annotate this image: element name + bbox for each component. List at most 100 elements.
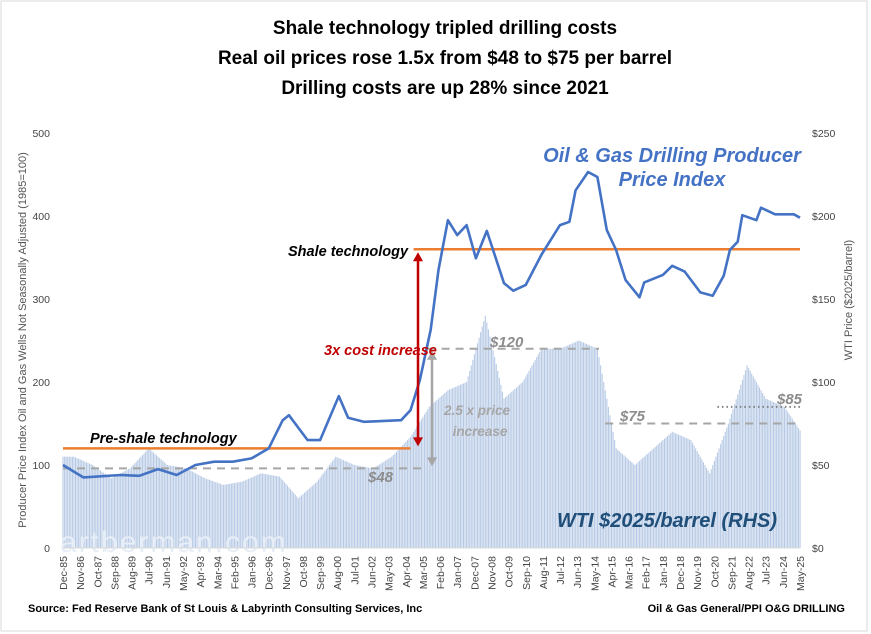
wti-bar [307, 489, 309, 548]
wti-bar [522, 382, 524, 548]
wti-bar [277, 476, 279, 548]
wti-bar [321, 475, 323, 548]
wti-bar [441, 395, 443, 548]
wti-bar [501, 391, 503, 548]
wti-bar [98, 469, 100, 548]
wti-bar [713, 460, 715, 548]
wti-bar [783, 406, 786, 548]
wti-bar [642, 458, 644, 548]
wti-bar [369, 467, 371, 548]
wti-bar [791, 418, 793, 548]
wti-bar [243, 480, 245, 548]
wti-bar [123, 471, 125, 548]
wti-bar [653, 448, 655, 548]
right-tick-labels: $0 $50 $100 $150 $200 $250 [812, 128, 836, 555]
x-tick-label: Apr-93 [195, 556, 207, 588]
wti-bar [462, 383, 465, 548]
wti-bar [738, 389, 740, 548]
wti-bar [265, 474, 267, 548]
wti-bar [442, 394, 444, 548]
wti-bar [360, 466, 362, 548]
x-tick-label: Jan-07 [452, 556, 464, 588]
wti-bar [662, 440, 664, 548]
wti-bar [266, 474, 268, 548]
wti-bar [654, 447, 656, 548]
wti-bar [587, 344, 589, 548]
wti-bar [536, 357, 538, 548]
wti-bar [305, 491, 307, 548]
wti-bar [67, 456, 69, 548]
wti-bar [690, 440, 692, 548]
wti-bar [448, 389, 451, 548]
wti-bar [606, 398, 608, 548]
wti-bar [196, 474, 198, 548]
wti-bar [685, 438, 687, 548]
wti-bar [419, 421, 421, 548]
wti-bar [135, 461, 137, 548]
wti-bar [609, 415, 611, 548]
wti-bar [247, 478, 250, 548]
wti-bar [279, 476, 281, 548]
x-tick-label: Aug-00 [332, 556, 344, 590]
wti-bar [640, 459, 642, 548]
wti-bar [760, 390, 762, 548]
wti-bar [590, 346, 592, 548]
wti-bar [76, 458, 78, 548]
wti-bar [151, 451, 153, 548]
wti-bar [456, 386, 458, 548]
wti-bar [497, 370, 499, 548]
wti-bar [205, 478, 207, 548]
wti-bar [333, 458, 335, 548]
wti-bar [173, 466, 175, 548]
wti-bar [338, 458, 340, 548]
wti-bar [674, 433, 676, 548]
wti-bar [194, 473, 197, 548]
wti-bar [438, 398, 440, 548]
wti-bar [621, 453, 623, 548]
wti-bar [271, 475, 273, 548]
wti-bar [737, 394, 739, 548]
wti-bar [723, 435, 725, 548]
x-tick-label: Dec-18 [675, 556, 687, 590]
wti-bar [528, 370, 530, 548]
wti-bar [115, 475, 117, 548]
wti-bar [140, 456, 142, 548]
wti-bar [280, 478, 282, 548]
wti-bar [425, 411, 427, 548]
wti-bar [65, 456, 67, 548]
price-increase-label-2: increase [453, 424, 508, 439]
wti-bar [92, 465, 94, 548]
wti-bar [215, 482, 217, 548]
title-line-2: Real oil prices rose 1.5x from $48 to $7… [218, 48, 672, 69]
wti-bar [117, 474, 119, 548]
wti-bar [356, 465, 359, 548]
wti-bar [184, 468, 186, 548]
x-tick-label: Jul-90 [144, 556, 156, 585]
wti-bar [392, 455, 394, 548]
wti-bar [159, 458, 161, 548]
wti-bar [603, 382, 605, 548]
shale-label: Shale technology [288, 244, 409, 260]
wti-bar [624, 456, 627, 548]
wti-bar [408, 438, 410, 548]
wti-bar [547, 348, 549, 548]
left-tick-label: 500 [32, 128, 50, 140]
wti-bar [120, 473, 122, 548]
wti-bar [476, 343, 479, 548]
price-85-label: $85 [776, 391, 803, 408]
wti-bar [709, 473, 711, 548]
wti-bar [137, 460, 139, 548]
wti-bar [174, 466, 176, 548]
wti-bar [797, 428, 800, 548]
wti-bar [149, 449, 151, 548]
x-tick-label: Jul-01 [349, 556, 361, 585]
wti-bar [383, 461, 385, 548]
wti-bar [394, 453, 396, 548]
wti-bar [157, 456, 159, 548]
x-tick-label: Nov-97 [281, 556, 293, 590]
wti-bar [458, 385, 460, 548]
wti-bar [749, 370, 751, 548]
wti-bar [213, 481, 215, 548]
right-tick-label: $150 [812, 294, 836, 306]
